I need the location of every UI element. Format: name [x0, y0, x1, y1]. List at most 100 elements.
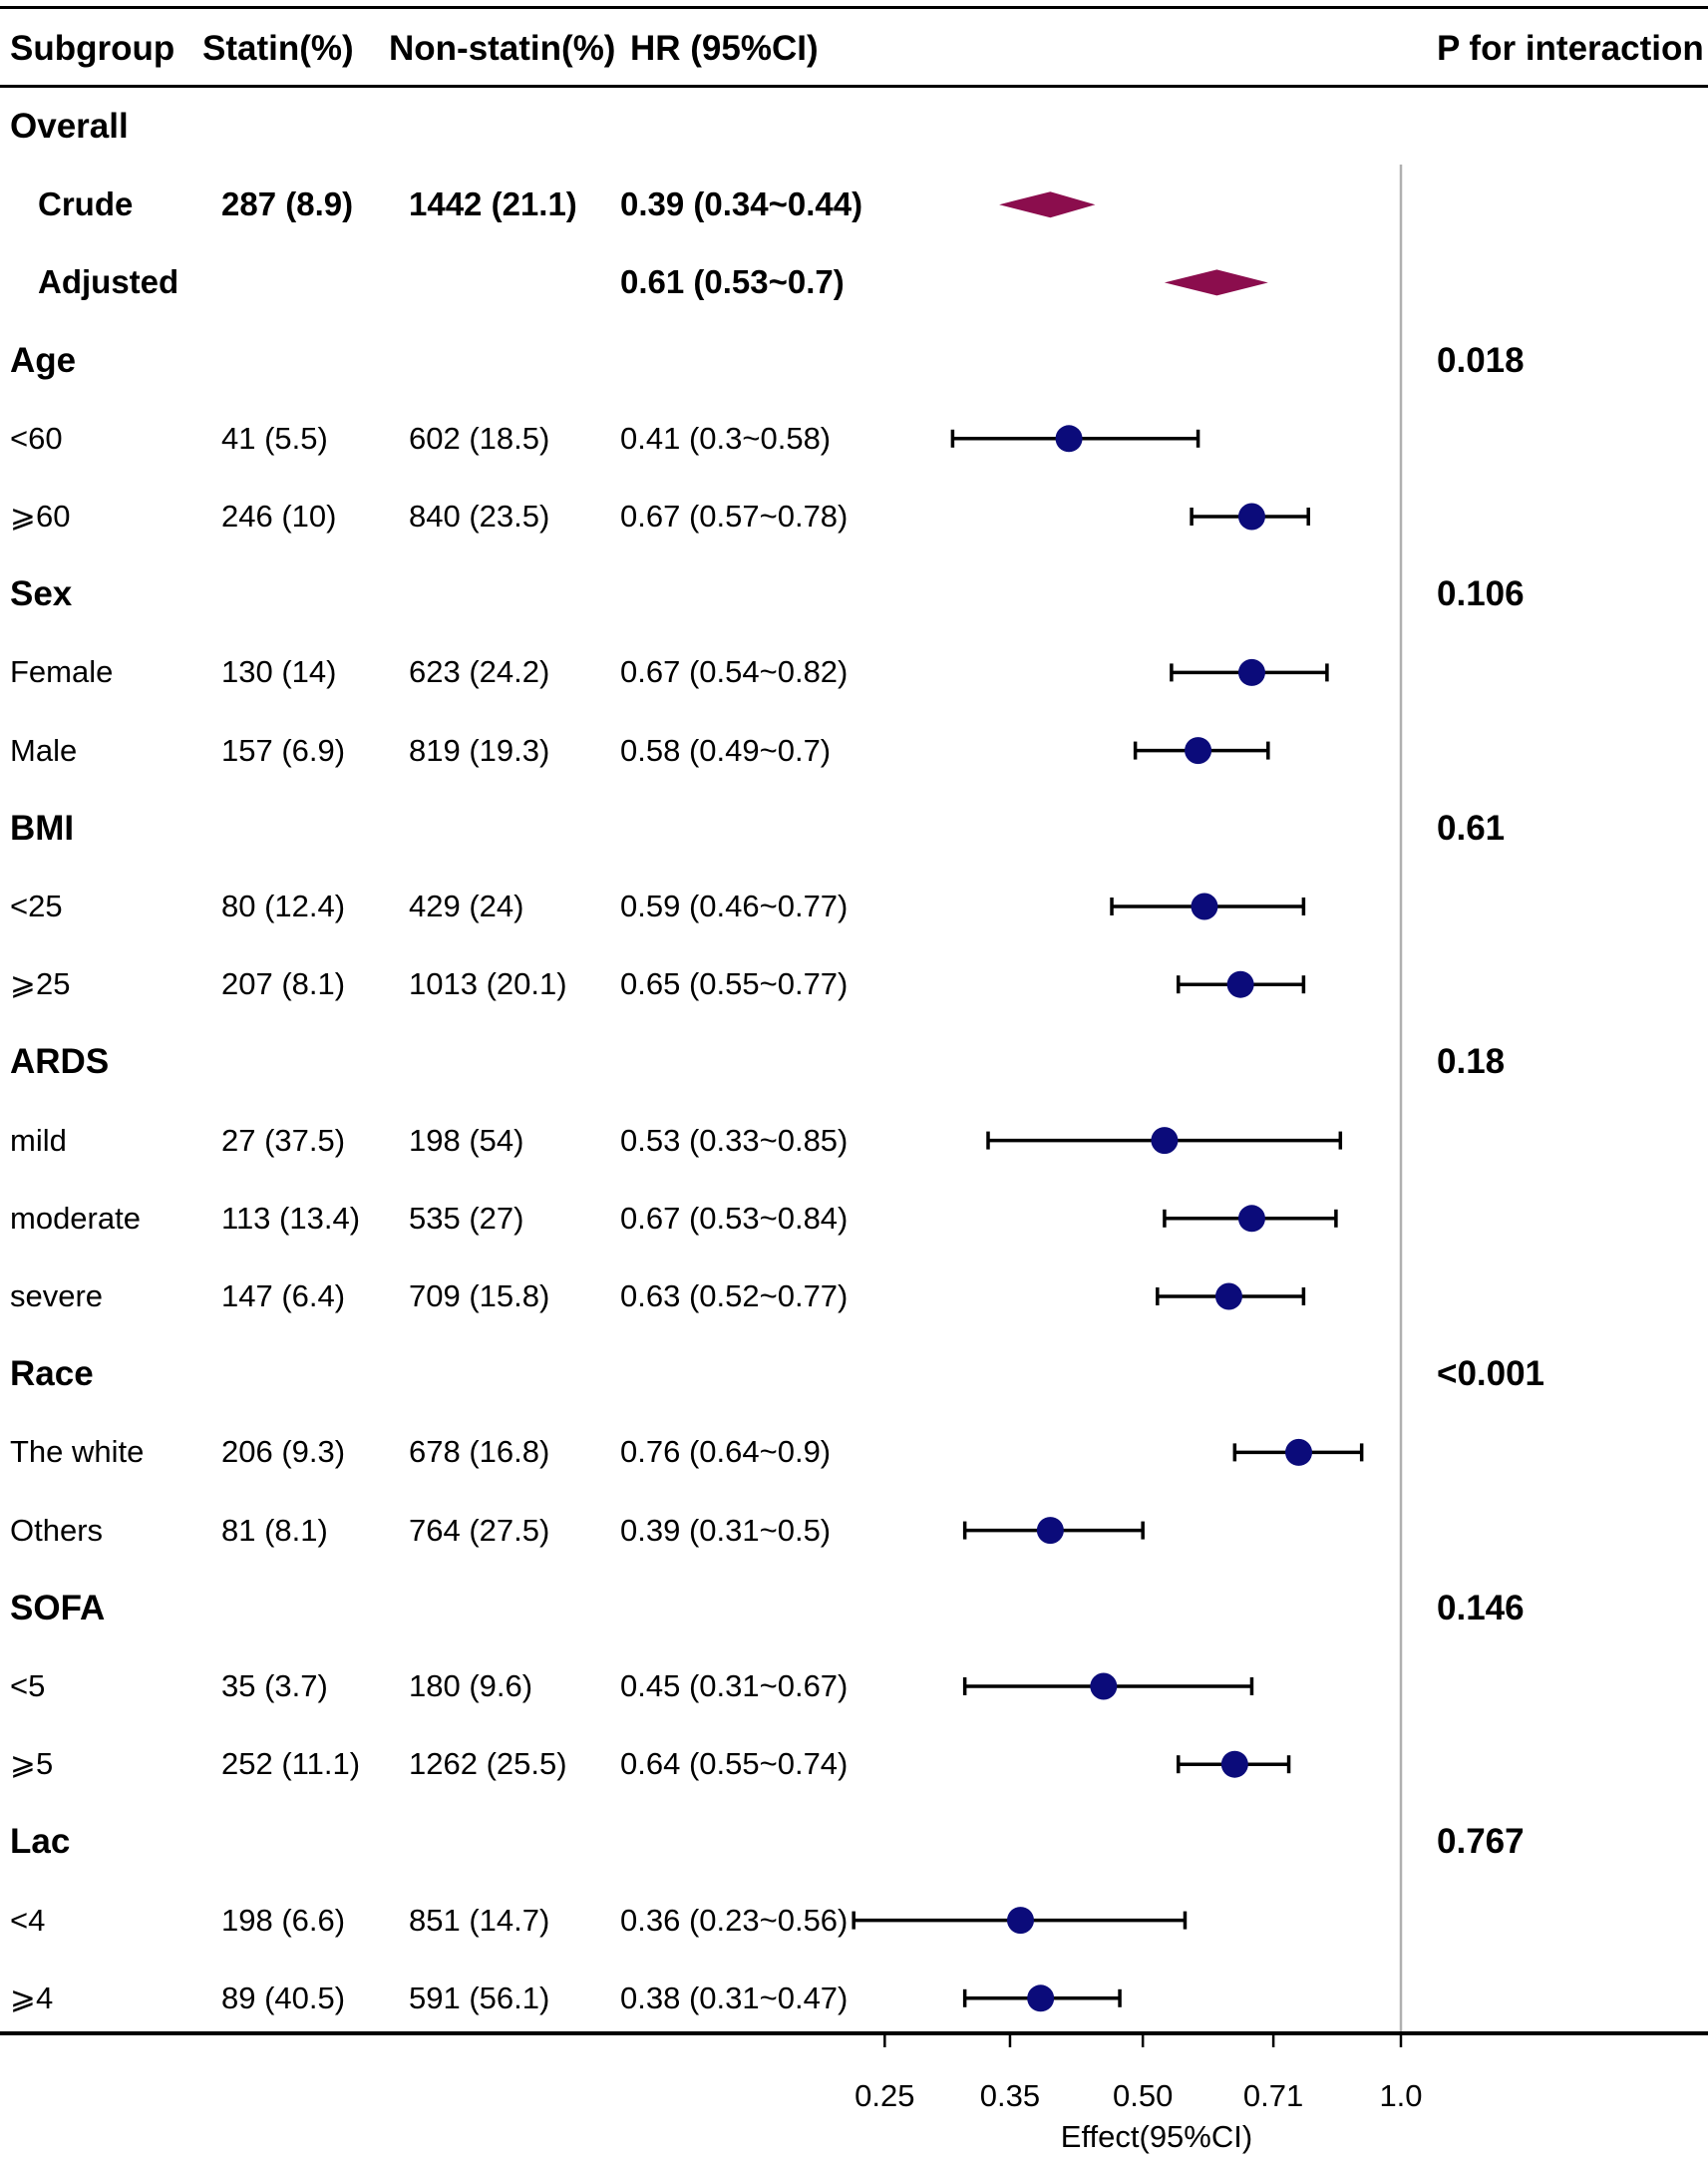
hr-ci-text: 0.63 (0.52~0.77) — [620, 1278, 849, 1313]
nonstatin-value: 180 (9.6) — [409, 1668, 533, 1703]
statin-value: 157 (6.9) — [221, 732, 346, 768]
nonstatin-value: 709 (15.8) — [409, 1278, 550, 1313]
hr-ci-text: 0.38 (0.31~0.47) — [620, 1980, 849, 2015]
top-rule — [0, 6, 1708, 9]
nonstatin-value: 623 (24.2) — [409, 654, 550, 690]
hr-ci-text: 0.36 (0.23~0.56) — [620, 1902, 849, 1938]
group-label: SOFA — [10, 1588, 106, 1627]
x-tick-label: 0.50 — [1113, 2078, 1173, 2113]
estimate-point — [1055, 425, 1083, 453]
hr-ci-text: 0.65 (0.55~0.77) — [620, 966, 849, 1002]
hr-ci-text: 0.59 (0.46~0.77) — [620, 889, 849, 923]
nonstatin-value: 678 (16.8) — [409, 1434, 550, 1470]
p-interaction-value: 0.767 — [1437, 1822, 1525, 1862]
subgroup-label: <5 — [10, 1668, 46, 1703]
hr-ci-text: 0.39 (0.34~0.44) — [620, 185, 863, 223]
estimate-point — [1220, 1750, 1248, 1778]
p-interaction-value: 0.146 — [1437, 1588, 1525, 1627]
x-tick-label: 0.35 — [980, 2078, 1040, 2113]
header-nonstatin: Non-statin(%) — [389, 29, 616, 68]
statin-value: 147 (6.4) — [221, 1278, 346, 1313]
subgroup-label: Crude — [38, 185, 134, 223]
estimate-point — [1285, 1438, 1313, 1466]
header-p-interaction: P for interaction — [1437, 29, 1704, 68]
estimate-point — [1006, 1907, 1034, 1935]
statin-value: 41 (5.5) — [221, 420, 328, 456]
header-rule — [0, 85, 1708, 88]
nonstatin-value: 1262 (25.5) — [409, 1746, 567, 1782]
statin-value: 35 (3.7) — [221, 1668, 328, 1703]
nonstatin-value: 429 (24) — [409, 889, 524, 923]
x-tick-label: 0.25 — [854, 2078, 914, 2113]
statin-value: 252 (11.1) — [221, 1746, 361, 1782]
nonstatin-value: 535 (27) — [409, 1200, 524, 1236]
subgroup-label: ⩾60 — [10, 499, 71, 534]
statin-value: 198 (6.6) — [221, 1902, 346, 1938]
statin-value: 89 (40.5) — [221, 1980, 346, 2015]
statin-value: 130 (14) — [221, 654, 337, 690]
subgroup-label: Female — [10, 654, 114, 690]
estimate-diamond — [999, 191, 1096, 218]
group-label: ARDS — [10, 1042, 110, 1082]
hr-ci-text: 0.45 (0.31~0.67) — [620, 1668, 849, 1703]
bottom-rule — [0, 2031, 1708, 2035]
subgroup-label: <25 — [10, 889, 63, 923]
subgroup-label: moderate — [10, 1200, 141, 1236]
group-label: Race — [10, 1354, 94, 1394]
statin-value: 246 (10) — [221, 499, 337, 534]
estimate-diamond — [1164, 269, 1268, 296]
hr-ci-text: 0.58 (0.49~0.7) — [620, 732, 832, 768]
group-label: BMI — [10, 808, 75, 848]
p-interaction-value: 0.61 — [1437, 808, 1506, 848]
subgroup-label: <60 — [10, 420, 63, 456]
hr-ci-text: 0.67 (0.53~0.84) — [620, 1200, 849, 1236]
estimate-point — [1036, 1517, 1064, 1545]
estimate-point — [1237, 1205, 1265, 1233]
hr-ci-text: 0.61 (0.53~0.7) — [620, 263, 845, 301]
hr-ci-text: 0.41 (0.3~0.58) — [620, 420, 832, 456]
subgroup-label: The white — [10, 1434, 145, 1470]
x-tick-label: 0.71 — [1243, 2078, 1303, 2113]
subgroup-label: Male — [10, 732, 78, 768]
statin-value: 206 (9.3) — [221, 1434, 346, 1470]
nonstatin-value: 591 (56.1) — [409, 1980, 550, 2015]
subgroup-label: Others — [10, 1512, 104, 1548]
hr-ci-text: 0.53 (0.33~0.85) — [620, 1122, 849, 1158]
estimate-point — [1027, 1984, 1055, 2012]
x-tick-label: 1.0 — [1379, 2078, 1422, 2113]
nonstatin-value: 819 (19.3) — [409, 732, 550, 768]
hr-ci-text: 0.39 (0.31~0.5) — [620, 1512, 832, 1548]
subgroup-label: Adjusted — [38, 263, 179, 301]
nonstatin-value: 840 (23.5) — [409, 499, 550, 534]
statin-value: 113 (13.4) — [221, 1200, 361, 1236]
p-interaction-value: 0.018 — [1437, 340, 1525, 380]
nonstatin-value: 1442 (21.1) — [409, 185, 577, 223]
x-axis-title: Effect(95%CI) — [1061, 2119, 1252, 2154]
p-interaction-value: <0.001 — [1437, 1354, 1545, 1394]
subgroup-label: ⩾5 — [10, 1746, 54, 1782]
header-statin: Statin(%) — [202, 29, 354, 68]
nonstatin-value: 1013 (20.1) — [409, 966, 567, 1002]
estimate-point — [1191, 893, 1218, 920]
estimate-point — [1151, 1127, 1179, 1155]
statin-value: 27 (37.5) — [221, 1122, 346, 1158]
estimate-point — [1090, 1672, 1118, 1700]
hr-ci-text: 0.67 (0.57~0.78) — [620, 499, 849, 534]
group-label: Lac — [10, 1822, 71, 1862]
statin-value: 80 (12.4) — [221, 889, 346, 923]
hr-ci-text: 0.76 (0.64~0.9) — [620, 1434, 832, 1470]
estimate-point — [1214, 1282, 1242, 1310]
estimate-point — [1226, 970, 1254, 998]
estimate-point — [1237, 503, 1265, 531]
subgroup-label: severe — [10, 1278, 104, 1313]
nonstatin-value: 764 (27.5) — [409, 1512, 550, 1548]
subgroup-label: mild — [10, 1122, 67, 1158]
header-hr: HR (95%CI) — [630, 29, 819, 68]
nonstatin-value: 851 (14.7) — [409, 1902, 550, 1938]
statin-value: 287 (8.9) — [221, 185, 354, 223]
nonstatin-value: 198 (54) — [409, 1122, 524, 1158]
estimate-point — [1185, 737, 1212, 765]
group-label: Sex — [10, 574, 73, 614]
subgroup-label: ⩾25 — [10, 966, 71, 1002]
